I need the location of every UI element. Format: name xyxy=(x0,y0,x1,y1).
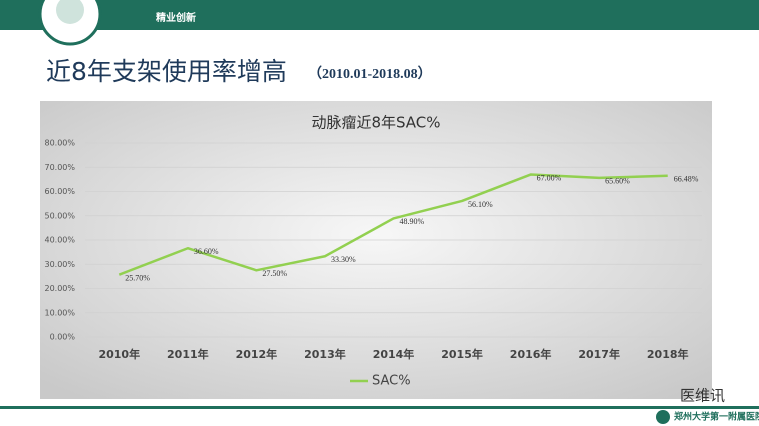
x-tick-label: 2013年 xyxy=(304,347,346,361)
footer-line xyxy=(0,406,759,409)
value-label: 25.70% xyxy=(125,274,150,283)
header-logo-inner xyxy=(56,0,84,24)
footer-logo: 郑州大学第一附属医院 xyxy=(674,411,759,423)
watermark: 医维讯 xyxy=(680,387,725,405)
x-tick-label: 2016年 xyxy=(510,347,552,361)
x-tick-label: 2018年 xyxy=(647,347,689,361)
y-tick-label: 40.00% xyxy=(44,236,75,245)
header-text: 精业创新 xyxy=(156,11,196,24)
chart-panel xyxy=(40,101,712,399)
y-tick-label: 50.00% xyxy=(44,211,75,220)
y-tick-label: 10.00% xyxy=(44,308,75,317)
chart-title: 动脉瘤近8年SAC% xyxy=(311,114,440,132)
data-line xyxy=(118,173,668,276)
x-tick-label: 2010年 xyxy=(98,347,140,361)
value-label: 33.30% xyxy=(331,255,356,264)
x-tick-label: 2015年 xyxy=(441,347,483,361)
value-label: 67.00% xyxy=(537,173,562,182)
y-tick-label: 70.00% xyxy=(44,163,75,172)
x-tick-label: 2014年 xyxy=(373,347,415,361)
value-label: 36.60% xyxy=(194,247,219,256)
y-tick-label: 20.00% xyxy=(44,284,75,293)
x-tick-label: 2011年 xyxy=(167,347,209,361)
y-tick-label: 30.00% xyxy=(44,260,75,269)
header-bar xyxy=(0,0,759,30)
value-label: 48.90% xyxy=(400,217,425,226)
y-tick-label: 0.00% xyxy=(50,333,76,342)
value-label: 65.60% xyxy=(605,177,630,186)
x-tick-label: 2017年 xyxy=(578,347,620,361)
footer-icon xyxy=(656,410,670,424)
x-tick-label: 2012年 xyxy=(236,347,278,361)
value-label: 27.50% xyxy=(262,269,287,278)
slide-title: 近8年支架使用率增高 xyxy=(46,57,287,86)
value-label: 56.10% xyxy=(468,200,493,209)
plot-area: 0.00% 10.00% 20.00% 30.00% 40.00% 50.00% 60.00… xyxy=(44,139,702,389)
slide-subtitle: （2010.01-2018.08） xyxy=(308,66,432,82)
value-label: 66.48% xyxy=(674,175,699,184)
y-tick-label: 60.00% xyxy=(44,187,75,196)
y-tick-label: 80.00% xyxy=(44,139,75,148)
legend-label: SAC% xyxy=(372,374,411,389)
